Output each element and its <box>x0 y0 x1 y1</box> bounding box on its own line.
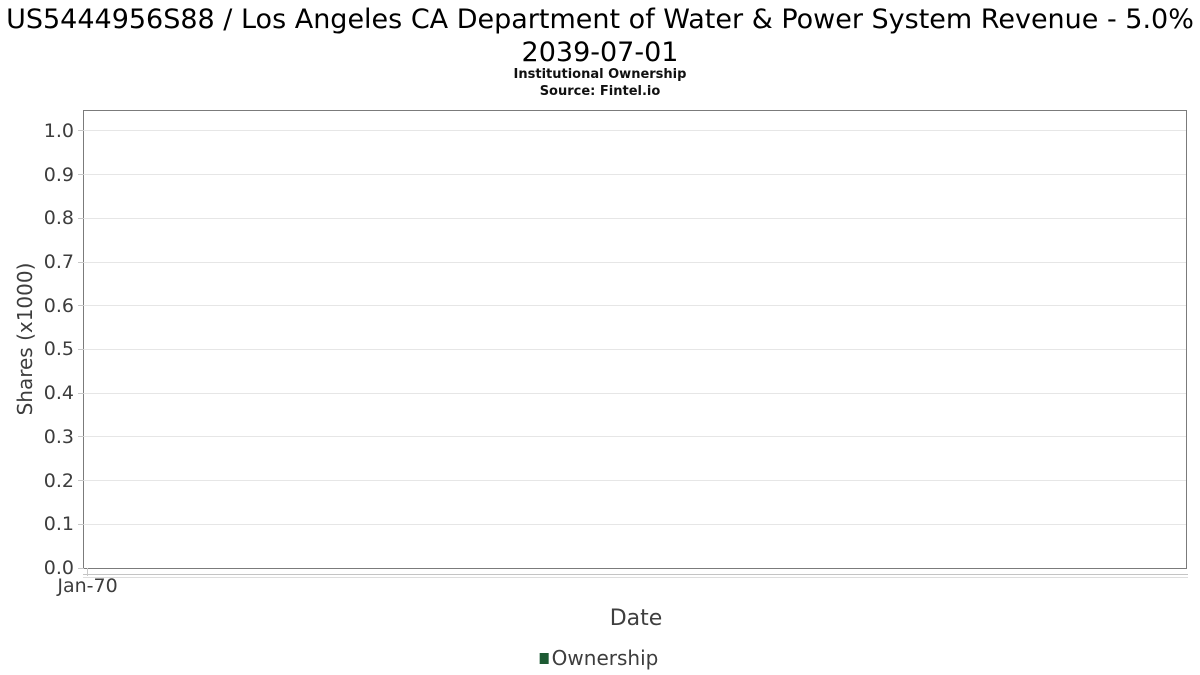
y-tick-mark-0.5 <box>78 348 84 350</box>
y-tick-label-0.0: 0.0 <box>43 557 74 579</box>
y-tick-label-1.0: 1.0 <box>43 119 74 142</box>
y-tick-mark-1.0 <box>78 130 84 132</box>
y-tick-mark-0.4 <box>78 392 84 394</box>
chart-source: Source: Fintel.io <box>539 84 661 99</box>
y-tick-mark-0.6 <box>78 305 84 307</box>
gridline-y-0.8 <box>84 217 1186 219</box>
gridline-y-0.6 <box>84 305 1186 307</box>
y-tick-mark-0.9 <box>78 174 84 176</box>
y-tick-label-0.7: 0.7 <box>43 251 74 273</box>
y-tick-mark-0.1 <box>78 523 84 525</box>
y-tick-mark-0.2 <box>78 480 84 482</box>
gridline-y-0.1 <box>84 523 1186 525</box>
gridline-y-0.5 <box>84 348 1186 350</box>
y-tick-label-0.1: 0.1 <box>43 513 74 536</box>
y-tick-label-0.6: 0.6 <box>43 294 74 317</box>
y-tick-mark-0.7 <box>78 261 84 263</box>
x-axis-line <box>83 574 1188 575</box>
y-tick-label-0.2: 0.2 <box>43 469 74 492</box>
chart-subtitle: Institutional Ownership <box>513 67 687 82</box>
y-tick-label-0.5: 0.5 <box>43 338 74 361</box>
y-tick-mark-0.8 <box>78 217 84 219</box>
gridline-y-0.2 <box>84 480 1186 482</box>
gridline-y-0.9 <box>84 174 1186 176</box>
legend-series-marker <box>539 652 549 664</box>
y-tick-label-0.9: 0.9 <box>43 163 74 186</box>
x-tick-mark-Jan-70 <box>87 568 88 576</box>
x-axis-line-shadow <box>83 577 1188 578</box>
legend: Ownership <box>539 646 659 670</box>
y-tick-label-0.4: 0.4 <box>43 382 74 405</box>
y-tick-label-0.8: 0.8 <box>43 207 74 230</box>
gridline-y-0.7 <box>84 261 1186 263</box>
y-tick-label-0.3: 0.3 <box>43 425 74 448</box>
x-axis-label: Date <box>609 606 663 631</box>
legend-item-ownership[interactable]: Ownership <box>539 646 659 670</box>
gridline-y-0.3 <box>84 436 1186 438</box>
chart-title: US5444956S88 / Los Angeles CA Department… <box>6 4 1194 68</box>
y-axis-label: Shares (x1000) <box>13 262 37 416</box>
gridline-y-1.0 <box>84 130 1186 132</box>
y-tick-mark-0.0 <box>78 567 84 569</box>
y-tick-mark-0.3 <box>78 436 84 438</box>
plot-area: 0.0 0.1 0.2 0.3 0.4 0.5 0.6 0.7 0.8 0.9 1.0 Jan-70 <box>44 110 1188 597</box>
x-tick-label-Jan-70: Jan-70 <box>57 575 118 597</box>
legend-series-label: Ownership <box>551 646 659 670</box>
gridline-y-0.4 <box>84 392 1186 394</box>
